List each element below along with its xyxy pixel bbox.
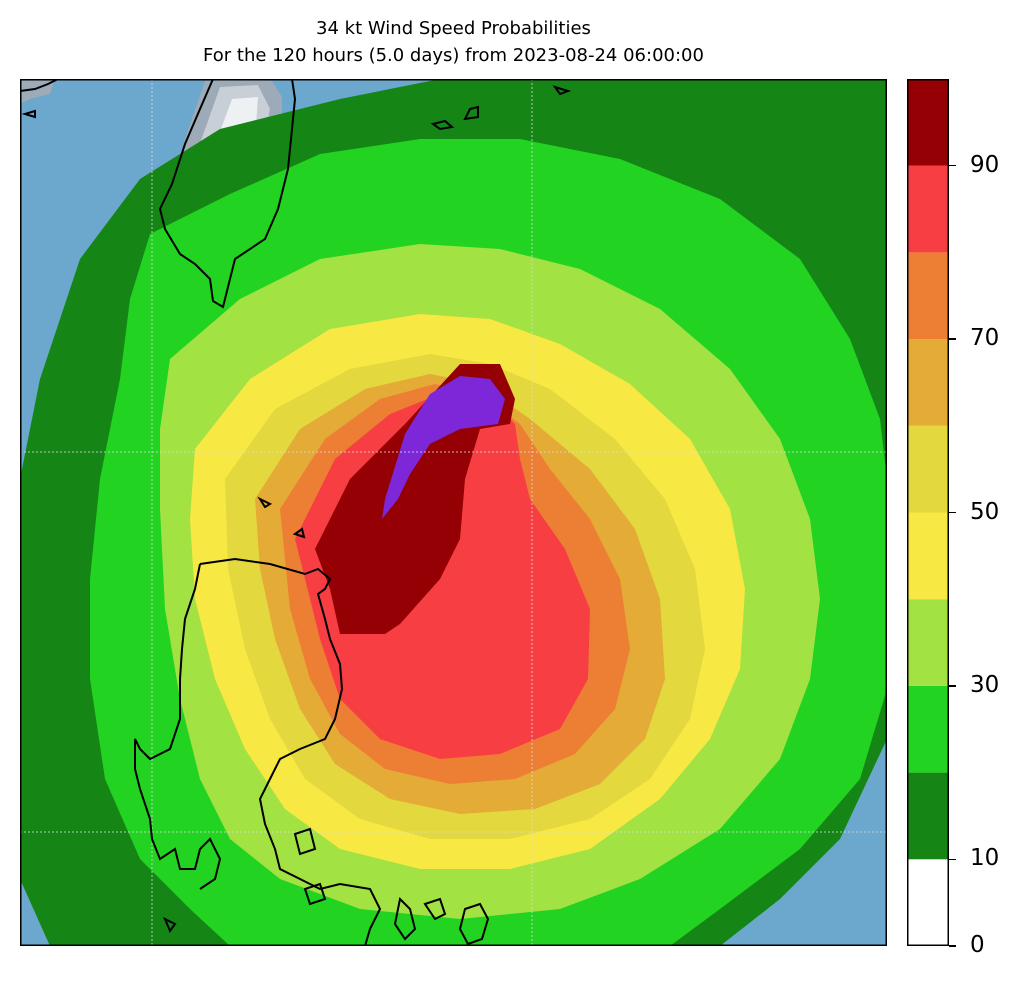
contour-90-100 (382, 376, 505, 519)
colorbar-tick-mark (949, 511, 956, 514)
colorbar-band-20-30 (907, 685, 949, 773)
colorbar-tick-mark (949, 685, 956, 687)
colorbar-band-10-20 (907, 772, 949, 860)
contour-80-90 (315, 364, 515, 634)
colorbar-border (907, 79, 949, 946)
colorbar-tick-mark (949, 338, 956, 340)
colorbar-band-0-10 (907, 859, 949, 946)
colorbar-tick-label: 30 (970, 671, 1000, 698)
colorbar-band-50-60 (907, 425, 949, 513)
probability-map (20, 79, 887, 946)
colorbar (907, 79, 949, 946)
colorbar-band-30-40 (907, 599, 949, 686)
chart-subtitle: For the 120 hours (5.0 days) from 2023-0… (203, 45, 704, 66)
colorbar-tick-label: 50 (970, 498, 1000, 525)
colorbar-tick-label: 0 (970, 932, 985, 958)
colorbar-band-70-80 (907, 252, 949, 340)
colorbar-band-80-90 (907, 165, 949, 253)
colorbar-tick-mark (949, 858, 956, 861)
chart-title: 34 kt Wind Speed Probabilities (316, 18, 591, 39)
colorbar-band-40-50 (907, 512, 949, 600)
colorbar-band-90-100 (907, 79, 949, 166)
colorbar-tick-label: 70 (970, 325, 1000, 352)
colorbar-tick-mark (949, 945, 956, 947)
coastlines (20, 79, 572, 946)
gridlines (20, 79, 887, 946)
map-border (20, 79, 887, 946)
colorbar-band-60-70 (907, 339, 949, 426)
colorbar-tick-mark (949, 164, 956, 167)
colorbar-tick-label: 10 (970, 845, 1000, 872)
colorbar-tick-label: 90 (970, 151, 1000, 178)
